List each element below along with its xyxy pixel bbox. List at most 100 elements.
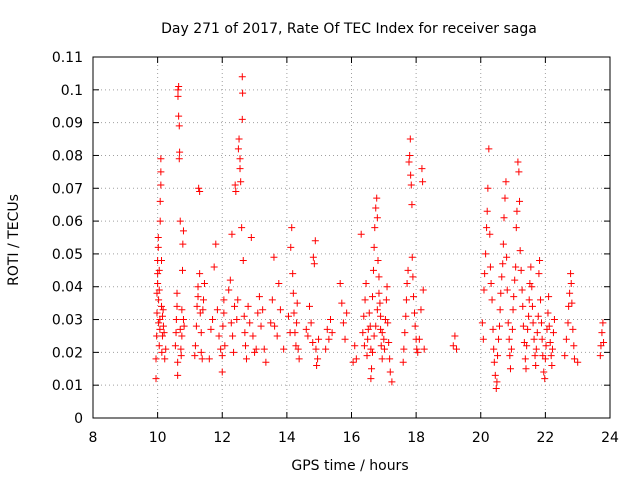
data-point	[196, 188, 204, 196]
data-point	[365, 309, 373, 317]
data-point	[534, 312, 542, 320]
data-point	[252, 345, 260, 353]
data-point	[178, 332, 186, 340]
data-point	[221, 342, 229, 350]
data-point	[369, 266, 377, 274]
data-point	[174, 371, 182, 379]
data-point	[310, 260, 318, 268]
data-point	[547, 352, 555, 360]
data-point	[174, 92, 182, 100]
data-point	[516, 247, 524, 255]
data-point	[490, 358, 498, 366]
data-point	[480, 286, 488, 294]
data-point	[495, 335, 503, 343]
data-point	[544, 309, 552, 317]
data-point	[289, 270, 297, 278]
data-point	[244, 302, 252, 310]
data-point	[177, 352, 185, 360]
x-tick-label: 24	[601, 430, 619, 446]
data-point	[479, 335, 487, 343]
data-point	[293, 319, 301, 327]
data-point	[385, 339, 393, 347]
data-point	[231, 302, 239, 310]
data-point	[338, 299, 346, 307]
data-point	[155, 286, 163, 294]
data-point	[173, 302, 181, 310]
data-point	[229, 332, 237, 340]
data-points	[152, 73, 608, 392]
y-tick-label: 0.06	[52, 214, 83, 230]
data-point	[349, 358, 357, 366]
data-point	[322, 345, 330, 353]
data-point	[175, 112, 183, 120]
data-point	[533, 329, 541, 337]
data-point	[537, 296, 545, 304]
y-tick-label: 0.09	[52, 116, 83, 132]
data-point	[541, 355, 549, 363]
data-point	[570, 342, 578, 350]
data-point	[529, 319, 537, 327]
data-point	[236, 165, 244, 173]
data-point	[538, 335, 546, 343]
data-point	[171, 342, 179, 350]
x-axis-label: GPS time / hours	[291, 458, 408, 474]
data-point	[521, 355, 529, 363]
data-point	[404, 266, 412, 274]
data-point	[210, 263, 218, 271]
data-point	[403, 279, 411, 287]
data-point	[254, 309, 262, 317]
data-point	[510, 293, 518, 301]
data-point	[370, 243, 378, 251]
data-point	[154, 279, 162, 287]
data-point	[175, 122, 183, 130]
data-point	[542, 342, 550, 350]
data-point	[373, 194, 381, 202]
data-point	[217, 345, 225, 353]
data-point	[325, 335, 333, 343]
data-point	[289, 289, 297, 297]
data-point	[323, 325, 331, 333]
data-point	[156, 197, 164, 205]
data-point	[179, 316, 187, 324]
data-point	[268, 296, 276, 304]
data-point	[569, 325, 577, 333]
data-point	[600, 339, 608, 347]
data-point	[198, 355, 206, 363]
data-point	[195, 184, 203, 192]
data-point	[383, 283, 391, 291]
data-point	[370, 332, 378, 340]
x-tick-label: 16	[343, 430, 361, 446]
data-point	[160, 329, 168, 337]
data-point	[287, 243, 295, 251]
data-point	[402, 296, 410, 304]
data-point	[506, 365, 514, 373]
data-point	[408, 201, 416, 209]
data-point	[238, 224, 246, 232]
data-point	[176, 148, 184, 156]
data-point	[541, 375, 549, 383]
data-point	[483, 224, 491, 232]
data-point	[499, 240, 507, 248]
data-point	[238, 115, 246, 123]
data-point	[511, 276, 519, 284]
data-point	[362, 279, 370, 287]
data-point	[270, 253, 278, 261]
data-point	[495, 322, 503, 330]
data-point	[313, 361, 321, 369]
data-point	[360, 312, 368, 320]
data-point	[193, 302, 201, 310]
data-point	[364, 335, 372, 343]
plot-frame	[92, 56, 611, 419]
data-point	[173, 289, 181, 297]
data-point	[294, 345, 302, 353]
data-point	[311, 237, 319, 245]
x-tick-label: 14	[278, 430, 296, 446]
data-point	[380, 345, 388, 353]
data-point	[503, 286, 511, 294]
grid	[93, 57, 610, 418]
data-point	[407, 171, 415, 179]
data-point	[251, 348, 259, 356]
data-point	[174, 86, 182, 94]
data-point	[228, 230, 236, 238]
data-point	[386, 368, 394, 376]
